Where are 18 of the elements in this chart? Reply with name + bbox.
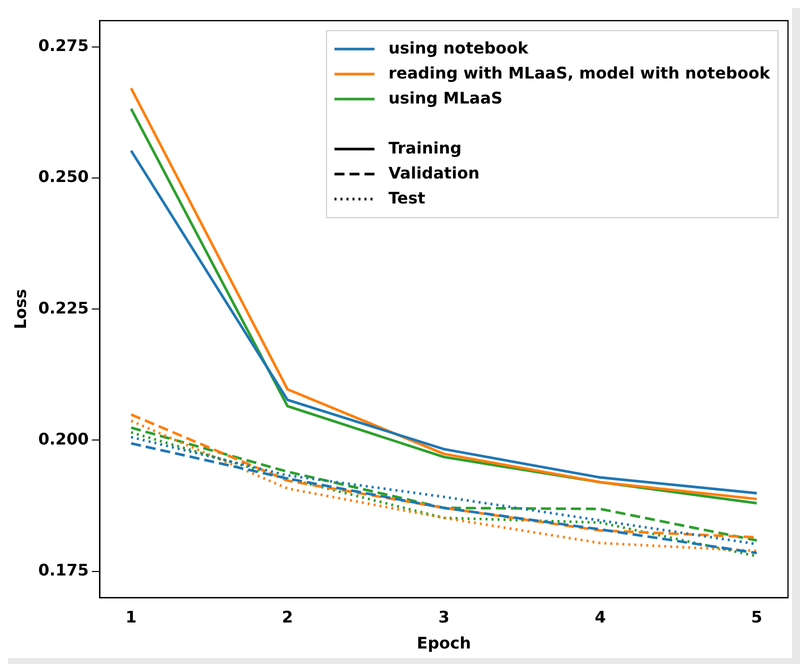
y-axis-title: Loss <box>10 288 30 330</box>
legend-label: using notebook <box>388 38 529 58</box>
annotation: Test <box>388 188 426 208</box>
y-tick-label: 0.275 <box>38 36 89 55</box>
legend-label: using MLaaS <box>388 88 503 108</box>
annotation: Training <box>388 138 462 158</box>
x-tick-label: 5 <box>751 607 762 626</box>
x-axis-title: Epoch <box>416 634 472 653</box>
legend-label: reading with MLaaS, model with notebook <box>388 63 770 82</box>
x-tick-label: 2 <box>282 607 294 626</box>
x-tick-label: 3 <box>438 607 450 626</box>
y-tick-label: 0.250 <box>38 167 89 186</box>
x-tick-label: 1 <box>126 607 137 626</box>
x-tick-label: 4 <box>594 607 606 626</box>
annotation: Validation <box>388 163 480 182</box>
y-tick-label: 0.225 <box>38 298 89 318</box>
y-tick-label: 0.175 <box>38 560 89 580</box>
y-tick-label: 0.200 <box>38 429 89 448</box>
